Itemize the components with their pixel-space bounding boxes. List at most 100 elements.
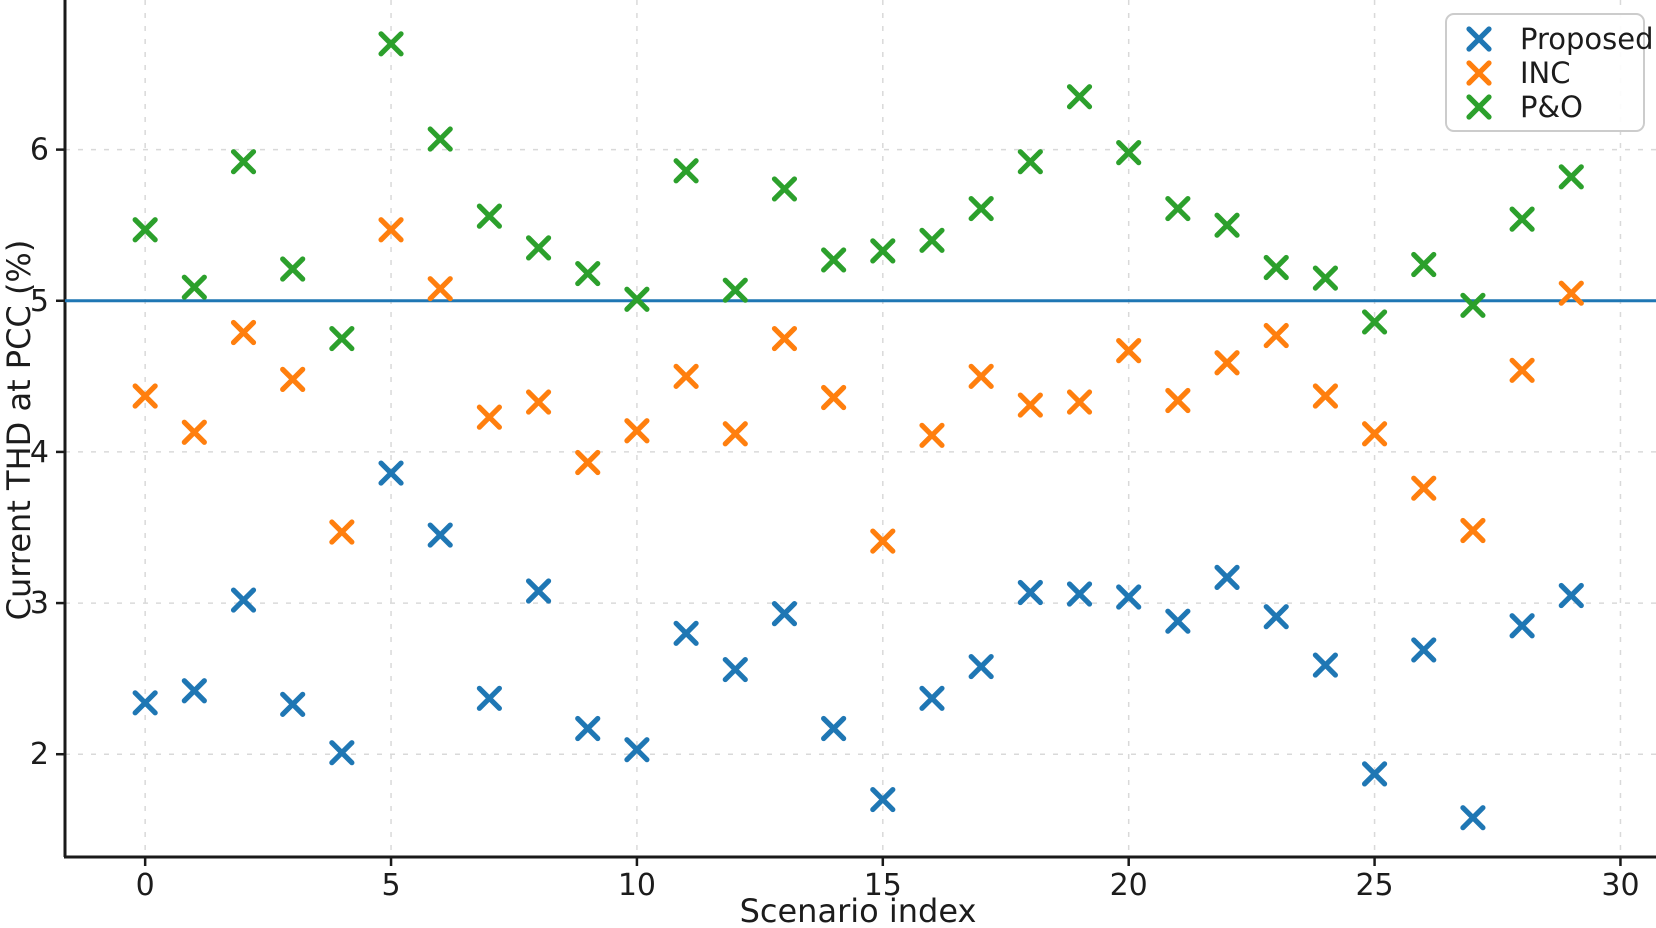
data-point-marker xyxy=(280,256,306,282)
data-point-marker xyxy=(722,277,748,303)
data-point-marker xyxy=(378,217,404,243)
legend-marker-icon xyxy=(1466,26,1492,52)
x-tick-label: 0 xyxy=(136,868,155,903)
data-point-marker xyxy=(230,587,257,613)
axes-spines xyxy=(63,0,1656,859)
legend-marker-icon xyxy=(1466,94,1492,120)
data-point-marker xyxy=(1116,140,1142,166)
data-point-marker xyxy=(624,286,650,312)
data-point-marker xyxy=(525,235,552,261)
data-point-marker xyxy=(181,419,207,445)
data-point-marker xyxy=(1066,84,1093,110)
data-point-marker xyxy=(575,715,601,742)
data-point-marker xyxy=(722,421,748,447)
legend-marker-icon xyxy=(1466,60,1492,86)
legend-label: Proposed xyxy=(1520,22,1654,56)
data-point-marker xyxy=(132,690,158,716)
data-point-marker xyxy=(1312,652,1338,678)
data-point-marker xyxy=(427,276,453,302)
data-point-marker xyxy=(1017,392,1043,418)
data-point-marker xyxy=(821,715,847,742)
data-point-marker xyxy=(1066,581,1093,607)
data-point-marker xyxy=(1017,579,1043,606)
data-point-marker xyxy=(329,740,355,766)
data-point-marker xyxy=(771,325,798,352)
data-point-marker xyxy=(378,460,404,486)
data-point-marker xyxy=(427,126,453,152)
data-point-marker xyxy=(525,578,552,604)
data-point-marker xyxy=(919,422,945,448)
legend-item-inc: INC xyxy=(1466,56,1571,90)
data-point-marker xyxy=(1263,254,1289,281)
data-point-marker xyxy=(1263,322,1289,349)
data-point-marker xyxy=(919,685,945,711)
x-tick-label: 20 xyxy=(1110,868,1148,903)
data-point-marker xyxy=(673,158,699,184)
legend-item-po: P&O xyxy=(1466,90,1583,124)
data-point-marker xyxy=(1509,613,1535,639)
data-point-marker xyxy=(821,247,847,273)
data-point-marker xyxy=(1312,383,1338,409)
y-tick-label: 4 xyxy=(30,435,49,470)
data-point-marker xyxy=(919,227,945,253)
data-point-marker xyxy=(1509,357,1535,383)
data-point-marker xyxy=(1312,265,1338,291)
data-point-marker xyxy=(280,691,306,717)
data-point-marker xyxy=(1460,292,1486,318)
data-point-marker xyxy=(722,656,748,683)
data-point-marker xyxy=(1460,517,1486,544)
series-inc-markers xyxy=(132,217,1584,554)
series-proposed-markers xyxy=(132,460,1584,831)
legend-box xyxy=(1445,13,1645,132)
data-point-marker xyxy=(525,389,552,415)
x-tick-label: 30 xyxy=(1601,868,1639,903)
data-point-marker xyxy=(476,685,502,711)
data-point-marker xyxy=(624,737,650,763)
data-point-marker xyxy=(1361,761,1388,787)
data-point-marker xyxy=(1214,212,1240,238)
x-tick-label: 5 xyxy=(381,868,400,903)
data-point-marker xyxy=(673,363,699,389)
data-point-marker xyxy=(1066,389,1093,415)
data-point-marker xyxy=(230,319,257,346)
data-point-marker xyxy=(1165,387,1191,414)
data-point-marker xyxy=(280,366,306,392)
data-point-marker xyxy=(1214,350,1240,376)
data-point-marker xyxy=(968,195,994,222)
data-point-marker xyxy=(821,384,847,411)
data-point-marker xyxy=(624,418,650,444)
data-point-marker xyxy=(968,653,994,680)
data-point-marker xyxy=(181,274,207,300)
grid-layer xyxy=(65,0,1656,857)
y-tick-label: 5 xyxy=(30,284,49,319)
data-point-marker xyxy=(575,260,601,287)
data-point-marker xyxy=(329,325,355,352)
data-point-marker xyxy=(1558,280,1584,306)
data-point-marker xyxy=(378,31,404,57)
data-point-marker xyxy=(870,238,896,264)
data-point-marker xyxy=(673,620,699,646)
data-point-marker xyxy=(476,404,502,430)
data-point-marker xyxy=(1116,338,1142,364)
data-point-marker xyxy=(771,601,798,627)
data-point-marker xyxy=(1165,608,1191,634)
x-axis-label: Scenario index xyxy=(740,892,977,928)
x-tick-label: 15 xyxy=(864,868,902,903)
data-point-marker xyxy=(427,522,453,548)
data-point-marker xyxy=(771,176,798,202)
data-point-marker xyxy=(1411,637,1437,663)
legend-item-proposed: Proposed xyxy=(1466,22,1654,56)
data-point-marker xyxy=(181,678,207,704)
data-point-marker xyxy=(1411,475,1437,501)
data-point-marker xyxy=(1214,564,1240,590)
y-tick-label: 3 xyxy=(30,586,49,621)
x-tick-label: 10 xyxy=(618,868,656,903)
data-point-marker xyxy=(1361,421,1388,447)
data-point-marker xyxy=(1411,251,1437,278)
legend-label: INC xyxy=(1520,56,1571,90)
data-point-marker xyxy=(1361,309,1388,335)
data-point-marker xyxy=(1263,604,1289,630)
